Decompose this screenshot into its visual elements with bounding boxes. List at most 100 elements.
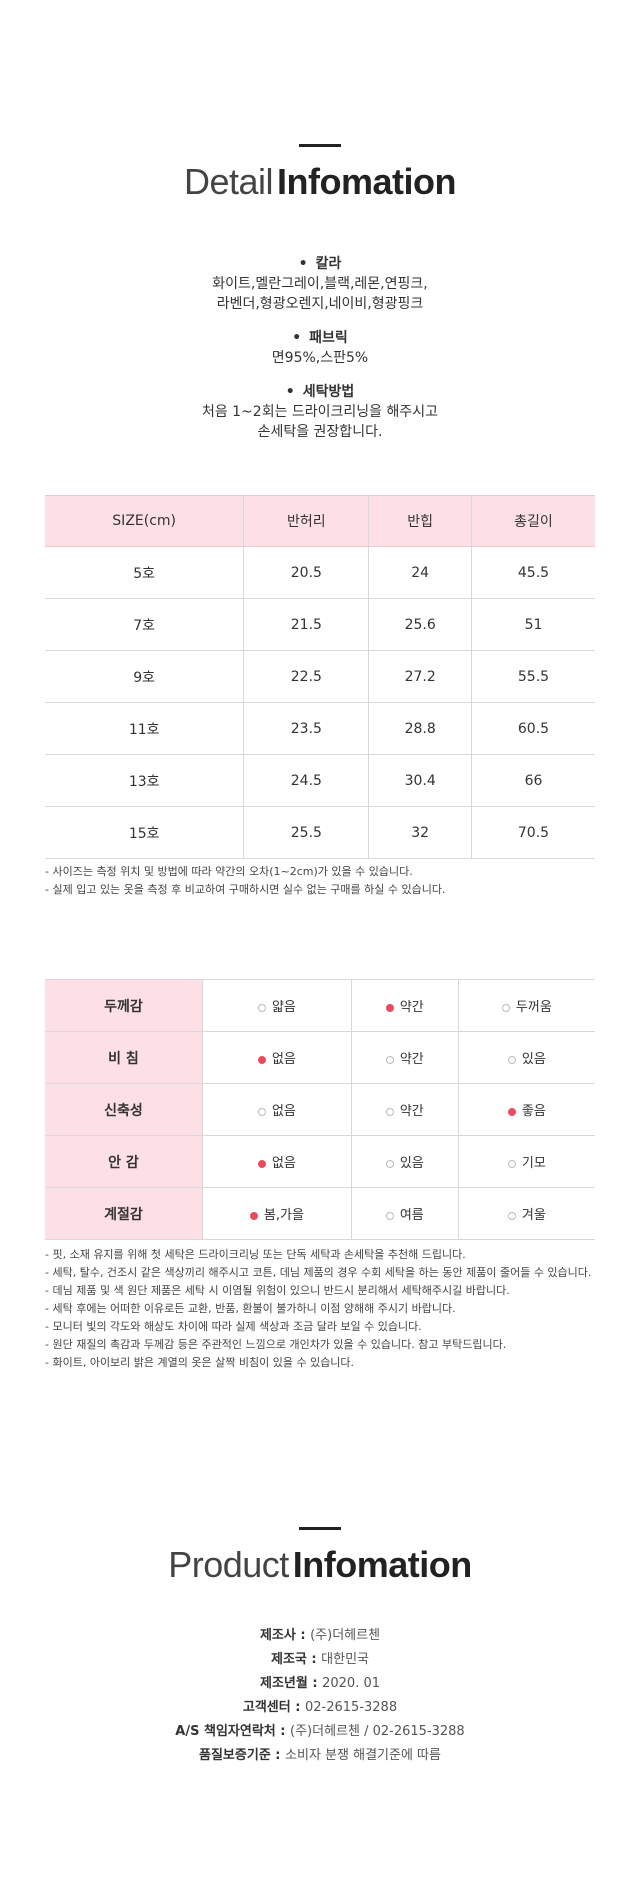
fit-option-label: 있음 [399, 1156, 424, 1171]
empty-dot-icon [257, 1107, 266, 1116]
empty-dot-icon [507, 1159, 516, 1168]
size-label-cell: 9호 [45, 650, 244, 703]
care-note: - 화이트, 아이보리 밝은 계열의 옷은 살짝 비침이 있을 수 있습니다. [45, 1356, 355, 1369]
size-notes: - 사이즈는 측정 위치 및 방법에 따라 약간의 오차(1~2cm)가 있을 … [45, 863, 605, 899]
size-table: SIZE(cm) 반허리 반힙 총길이 5호 20.5 24 45.5 7호 21.5 25… [45, 495, 595, 859]
size-note: - 사이즈는 측정 위치 및 방법에 따라 약간의 오차(1~2cm)가 있을 … [45, 865, 413, 878]
care-note: - 핏, 소재 유지를 위해 첫 세탁은 드라이크리닝 또는 단독 세탁과 손세… [45, 1248, 466, 1261]
size-value-cell: 51 [470, 598, 595, 651]
fit-option-label: 있음 [521, 1052, 546, 1067]
fit-option: 얇음 [202, 979, 352, 1032]
attr-label: 칼라 [0, 254, 640, 274]
size-value-cell: 24 [368, 546, 472, 599]
detail-title-bold: Infomation [277, 161, 457, 202]
care-note: - 모니터 빛의 각도와 해상도 차이에 따라 실제 색상과 조금 달라 보일 … [45, 1320, 422, 1333]
size-value-cell: 66 [470, 754, 595, 807]
fit-option: 있음 [457, 1031, 595, 1084]
size-header-cell: 반허리 [243, 495, 369, 547]
fit-option: 없음 [202, 1135, 352, 1188]
attr-value: 손세탁을 권장합니다. [257, 424, 383, 440]
product-header: Product Infomation [0, 1527, 640, 1586]
size-value-cell: 23.5 [243, 702, 369, 755]
attr-washing: 세탁방법 처음 1~2회는 드라이크리닝을 해주시고 손세탁을 권장합니다. [0, 382, 640, 442]
size-value-cell: 32 [368, 806, 472, 859]
fit-option-label: 없음 [271, 1156, 296, 1171]
info-key: 제조년월 [260, 1676, 308, 1691]
size-table-row: 7호 21.5 25.6 51 [45, 598, 595, 651]
info-value: 02-2615-3288 [305, 1700, 398, 1715]
fit-option-label: 약간 [399, 1000, 424, 1015]
fit-option: 여름 [350, 1187, 459, 1240]
fit-option-label: 기모 [521, 1156, 546, 1171]
empty-dot-icon [385, 1211, 394, 1220]
fit-row-label: 안 감 [45, 1135, 203, 1188]
fit-option-label: 여름 [399, 1208, 424, 1223]
empty-dot-icon [507, 1055, 516, 1064]
selected-dot-icon [257, 1055, 266, 1064]
info-value: 2020. 01 [322, 1676, 380, 1691]
empty-dot-icon [507, 1211, 516, 1220]
product-info-row: A/S 책임자연락처 : (주)더헤르첸 / 02-2615-3288 [175, 1724, 465, 1739]
size-label-cell: 7호 [45, 598, 244, 651]
selected-dot-icon [507, 1107, 516, 1116]
info-value: (주)더헤르첸 / 02-2615-3288 [290, 1724, 465, 1739]
size-table-header: SIZE(cm) 반허리 반힙 총길이 [45, 495, 595, 547]
size-header-cell: 총길이 [470, 495, 595, 547]
size-value-cell: 45.5 [470, 546, 595, 599]
empty-dot-icon [385, 1159, 394, 1168]
fit-row-label: 두께감 [45, 979, 203, 1032]
info-value: (주)더헤르첸 [310, 1628, 381, 1643]
fit-table-row: 계절감 봄,가을 여름 겨울 [45, 1187, 595, 1240]
size-table-row: 5호 20.5 24 45.5 [45, 546, 595, 599]
selected-dot-icon [385, 1003, 394, 1012]
empty-dot-icon [501, 1003, 510, 1012]
attr-value: 처음 1~2회는 드라이크리닝을 해주시고 [201, 404, 439, 420]
info-key: A/S 책임자연락처 [175, 1724, 276, 1739]
fit-row-label: 신축성 [45, 1083, 203, 1136]
size-value-cell: 25.5 [243, 806, 369, 859]
care-notes: - 핏, 소재 유지를 위해 첫 세탁은 드라이크리닝 또는 단독 세탁과 손세… [45, 1246, 605, 1372]
size-value-cell: 22.5 [243, 650, 369, 703]
fit-option: 있음 [350, 1135, 459, 1188]
size-table-row: 15호 25.5 32 70.5 [45, 806, 595, 859]
care-note: - 세탁 후에는 어떠한 이유로든 교환, 반품, 환불이 불가하니 이점 양해… [45, 1302, 456, 1315]
product-title-light: Product [168, 1544, 289, 1585]
fit-option-label: 없음 [271, 1052, 296, 1067]
product-title: Product Infomation [0, 1544, 640, 1586]
size-label-cell: 13호 [45, 754, 244, 807]
size-label-cell: 11호 [45, 702, 244, 755]
size-value-cell: 20.5 [243, 546, 369, 599]
fit-option: 약간 [350, 979, 459, 1032]
detail-header: Detail Infomation [0, 144, 640, 203]
size-value-cell: 60.5 [470, 702, 595, 755]
size-value-cell: 21.5 [243, 598, 369, 651]
care-note: - 원단 재질의 촉감과 두께감 등은 주관적인 느낌으로 개인차가 있을 수 … [45, 1338, 507, 1351]
size-label-cell: 5호 [45, 546, 244, 599]
size-value-cell: 28.8 [368, 702, 472, 755]
size-label-cell: 15호 [45, 806, 244, 859]
fit-option: 약간 [350, 1031, 459, 1084]
attr-value: 화이트,멜란그레이,블랙,레몬,연핑크, [212, 276, 428, 292]
product-info-row: 고객센터 : 02-2615-3288 [242, 1700, 398, 1715]
info-key: 고객센터 [242, 1700, 291, 1715]
detail-title: Detail Infomation [0, 161, 640, 203]
fit-option-label: 없음 [271, 1104, 296, 1119]
product-info-row: 제조국 : 대한민국 [271, 1652, 369, 1667]
fit-row-label: 비 침 [45, 1031, 203, 1084]
attr-value: 면95%,스판5% [271, 350, 369, 366]
selected-dot-icon [257, 1159, 266, 1168]
fit-table: 두께감 얇음 약간 두꺼움 비 침 없음 약간 있음 신축성 없음 약간 좋음 안 감 없음 있음 기모 계절감… [45, 979, 595, 1240]
fit-table-row: 신축성 없음 약간 좋음 [45, 1083, 595, 1136]
attr-value: 라벤더,형광오렌지,네이비,형광핑크 [216, 296, 424, 312]
fit-option: 겨울 [457, 1187, 595, 1240]
fit-option-label: 봄,가을 [263, 1208, 304, 1223]
info-key: 제조국 [271, 1652, 307, 1667]
product-info-row: 제조년월 : 2020. 01 [260, 1676, 380, 1691]
fit-option: 없음 [202, 1083, 352, 1136]
care-note: - 데님 제품 및 색 원단 제품은 세탁 시 이염될 위험이 있으니 반드시 … [45, 1284, 510, 1297]
fit-table-row: 비 침 없음 약간 있음 [45, 1031, 595, 1084]
attr-label: 패브릭 [0, 328, 640, 348]
size-value-cell: 70.5 [470, 806, 595, 859]
fit-option-label: 겨울 [521, 1208, 546, 1223]
size-value-cell: 55.5 [470, 650, 595, 703]
